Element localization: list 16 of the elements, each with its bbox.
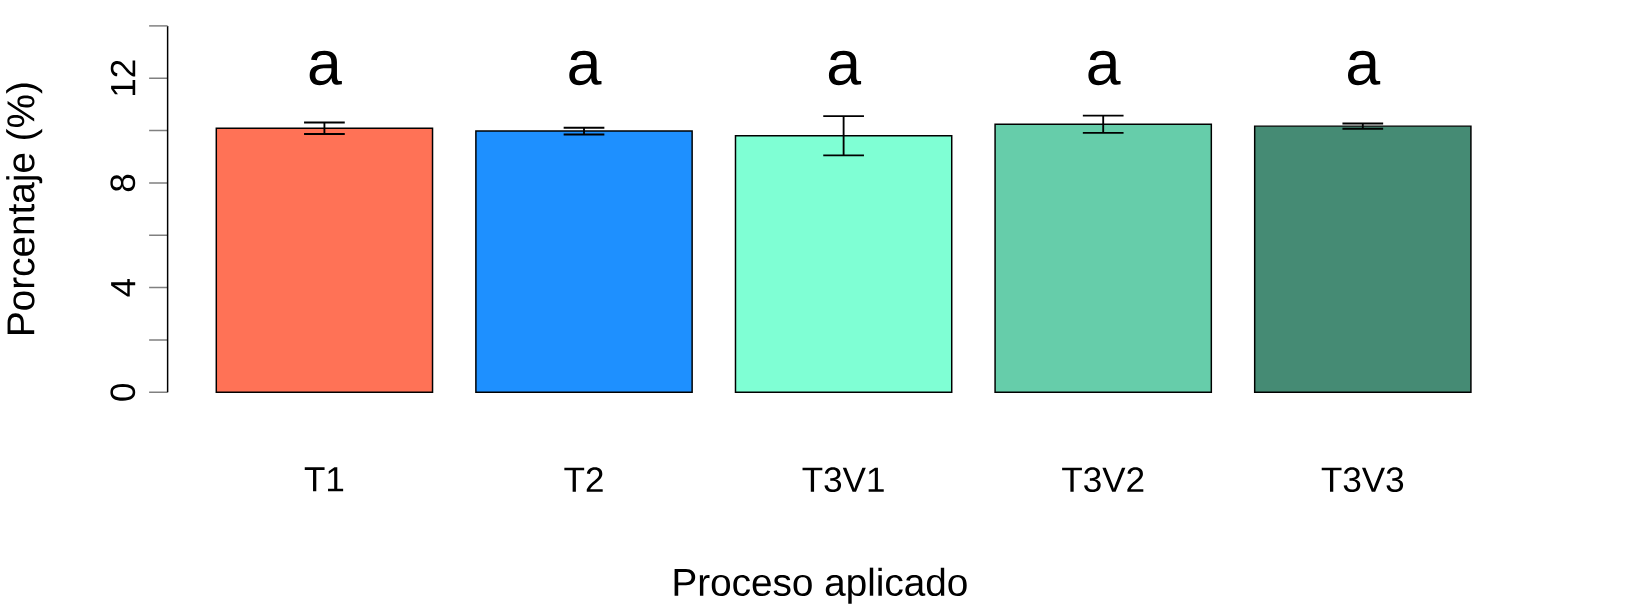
y-tick-label: 8 <box>110 174 136 192</box>
annotation: a <box>309 50 342 86</box>
x-tick-label: T1 <box>304 467 344 492</box>
x-tick-label: T3V3 <box>1321 467 1404 493</box>
y-axis-title: Porcentaje (%) <box>6 83 43 334</box>
x-tick-label: T3V2 <box>1062 467 1144 493</box>
annotation: a <box>828 50 862 86</box>
x-tick-label: T3V1 <box>802 467 884 493</box>
x-tick-label: T2 <box>564 467 603 492</box>
annotation: a <box>1088 50 1121 86</box>
y-tick-label: 4 <box>111 278 136 297</box>
y-tick-label: 12 <box>110 60 136 96</box>
x-axis-title: Proceso aplicado <box>674 567 967 604</box>
annotation: a <box>569 50 602 86</box>
annotation: a <box>1348 50 1381 86</box>
y-tick-label: 0 <box>110 383 136 401</box>
